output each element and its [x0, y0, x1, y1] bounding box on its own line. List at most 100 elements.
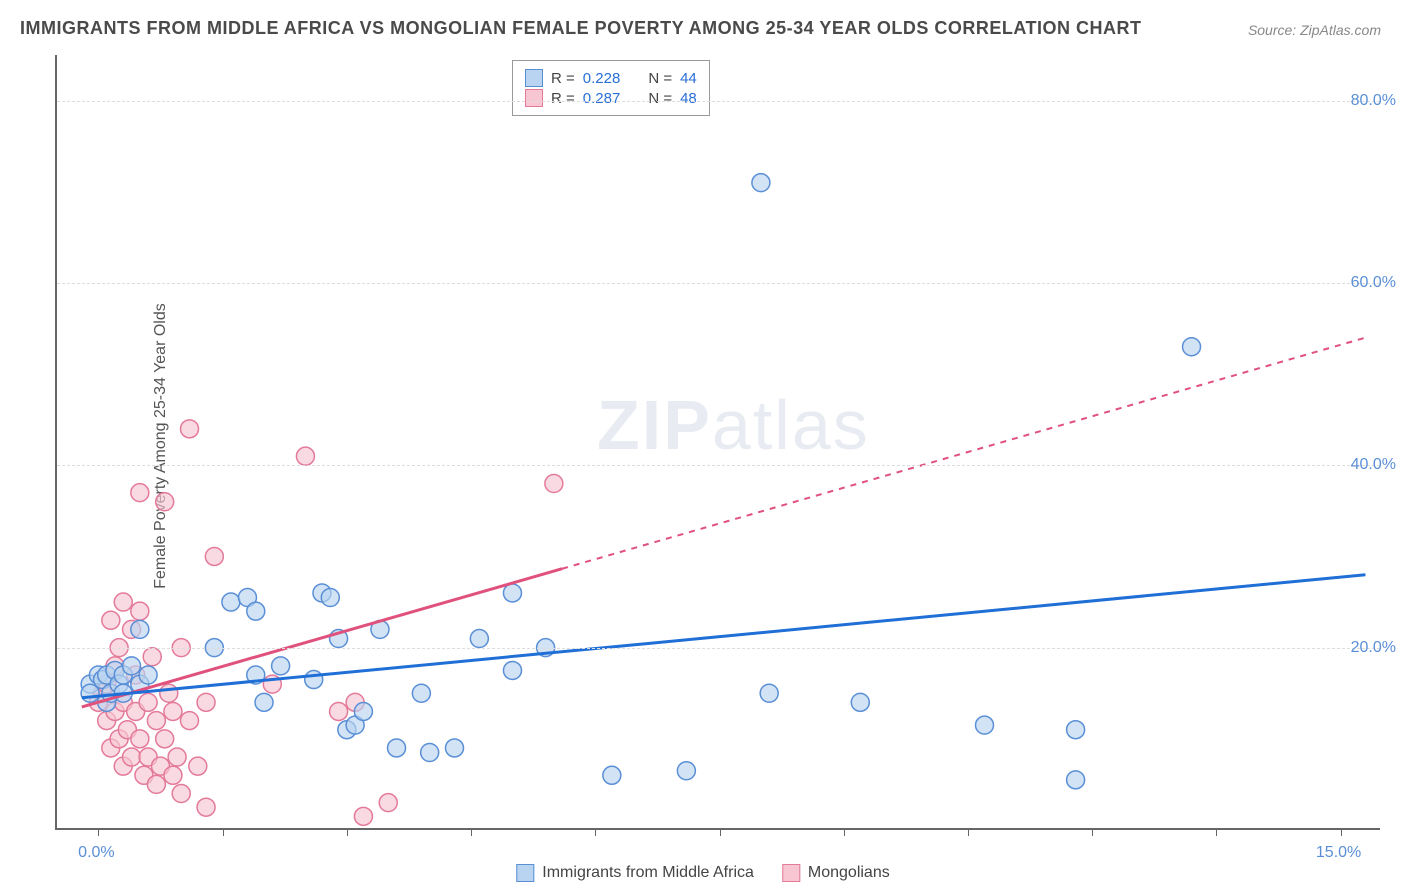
x-tick — [595, 828, 596, 836]
point-pink — [164, 766, 182, 784]
point-blue — [354, 702, 372, 720]
point-blue — [503, 661, 521, 679]
point-pink — [205, 547, 223, 565]
y-tick-label: 20.0% — [1351, 639, 1396, 657]
chart-title: IMMIGRANTS FROM MIDDLE AFRICA VS MONGOLI… — [20, 18, 1142, 39]
point-pink — [181, 420, 199, 438]
point-pink — [147, 712, 165, 730]
r-value-blue: 0.228 — [583, 70, 621, 87]
gridline-h — [57, 101, 1380, 102]
point-pink — [102, 611, 120, 629]
y-tick-label: 40.0% — [1351, 456, 1396, 474]
swatch-pink-icon — [525, 89, 543, 107]
series-legend: Immigrants from Middle Africa Mongolians — [516, 862, 889, 884]
x-tick — [223, 828, 224, 836]
x-tick — [844, 828, 845, 836]
legend-item-blue: Immigrants from Middle Africa — [516, 864, 754, 882]
stats-row-blue: R = 0.228 N = 44 — [525, 69, 697, 87]
x-tick — [98, 828, 99, 836]
point-blue — [388, 739, 406, 757]
legend-label-pink: Mongolians — [808, 864, 890, 882]
swatch-blue-icon — [516, 864, 534, 882]
point-blue — [305, 671, 323, 689]
swatch-blue-icon — [525, 69, 543, 87]
point-pink — [168, 748, 186, 766]
point-pink — [164, 702, 182, 720]
r-label: R = — [551, 70, 575, 87]
n-value-blue: 44 — [680, 70, 697, 87]
point-pink — [545, 475, 563, 493]
point-pink — [156, 493, 174, 511]
point-pink — [172, 785, 190, 803]
point-blue — [603, 766, 621, 784]
point-blue — [1183, 338, 1201, 356]
source-attribution: Source: ZipAtlas.com — [1248, 22, 1381, 38]
n-label: N = — [648, 90, 672, 107]
r-label: R = — [551, 90, 575, 107]
point-blue — [677, 762, 695, 780]
point-pink — [354, 807, 372, 825]
legend-label-blue: Immigrants from Middle Africa — [542, 864, 754, 882]
point-pink — [197, 798, 215, 816]
n-value-pink: 48 — [680, 90, 697, 107]
point-blue — [976, 716, 994, 734]
x-tick — [471, 828, 472, 836]
gridline-h — [57, 648, 1380, 649]
point-blue — [247, 602, 265, 620]
point-pink — [131, 602, 149, 620]
point-pink — [189, 757, 207, 775]
point-blue — [752, 174, 770, 192]
trendline-dashed — [562, 338, 1365, 569]
point-blue — [503, 584, 521, 602]
point-pink — [131, 484, 149, 502]
gridline-h — [57, 283, 1380, 284]
stats-legend: R = 0.228 N = 44 R = 0.287 N = 48 — [512, 60, 710, 116]
point-blue — [851, 693, 869, 711]
point-pink — [139, 693, 157, 711]
point-blue — [139, 666, 157, 684]
point-blue — [321, 589, 339, 607]
stats-row-pink: R = 0.287 N = 48 — [525, 89, 697, 107]
point-blue — [1067, 771, 1085, 789]
chart-svg — [57, 55, 1380, 828]
point-blue — [760, 684, 778, 702]
x-axis-min-label: 0.0% — [78, 844, 114, 862]
point-pink — [114, 593, 132, 611]
point-pink — [131, 730, 149, 748]
point-pink — [296, 447, 314, 465]
point-blue — [222, 593, 240, 611]
point-pink — [123, 748, 141, 766]
r-value-pink: 0.287 — [583, 90, 621, 107]
n-label: N = — [648, 70, 672, 87]
x-tick — [1341, 828, 1342, 836]
point-pink — [147, 775, 165, 793]
point-pink — [181, 712, 199, 730]
x-tick — [1216, 828, 1217, 836]
x-tick — [720, 828, 721, 836]
gridline-h — [57, 465, 1380, 466]
point-pink — [330, 702, 348, 720]
point-blue — [421, 744, 439, 762]
point-blue — [255, 693, 273, 711]
x-tick — [968, 828, 969, 836]
swatch-pink-icon — [782, 864, 800, 882]
point-pink — [160, 684, 178, 702]
point-blue — [1067, 721, 1085, 739]
point-blue — [123, 657, 141, 675]
x-tick — [1092, 828, 1093, 836]
y-tick-label: 60.0% — [1351, 274, 1396, 292]
point-pink — [143, 648, 161, 666]
point-pink — [197, 693, 215, 711]
point-blue — [412, 684, 430, 702]
point-blue — [131, 620, 149, 638]
y-tick-label: 80.0% — [1351, 92, 1396, 110]
x-tick — [347, 828, 348, 836]
point-blue — [446, 739, 464, 757]
trendline — [82, 575, 1366, 698]
plot-area: ZIPatlas R = 0.228 N = 44 R = 0.287 N = … — [55, 55, 1380, 830]
legend-item-pink: Mongolians — [782, 864, 890, 882]
point-pink — [156, 730, 174, 748]
point-pink — [379, 794, 397, 812]
point-blue — [470, 630, 488, 648]
x-axis-max-label: 15.0% — [1316, 844, 1361, 862]
